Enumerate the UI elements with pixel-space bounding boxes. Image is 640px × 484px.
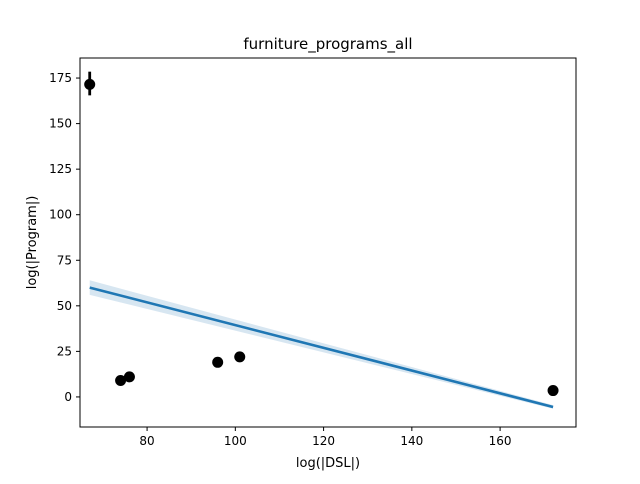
y-tick-label: 50 [57, 299, 72, 313]
y-tick-label: 125 [49, 162, 72, 176]
data-point-6 [547, 385, 559, 397]
y-axis-ticks: 0 25 50 75 100 125 150 175 [49, 71, 80, 404]
data-point-2 [115, 375, 127, 387]
data-points-layer [84, 71, 559, 397]
data-point-3 [123, 371, 135, 383]
x-axis-label: log(|DSL|) [296, 456, 360, 471]
y-tick-label: 25 [57, 344, 72, 358]
y-axis-label: log(|Program|) [25, 196, 40, 290]
x-tick-label: 100 [224, 434, 247, 448]
plot-frame [79, 57, 577, 428]
y-tick-label: 150 [49, 117, 72, 131]
x-tick-label: 140 [400, 434, 423, 448]
x-tick-label: 80 [139, 434, 154, 448]
y-tick-label: 100 [49, 208, 72, 222]
y-tick-label: 0 [64, 390, 72, 404]
y-tick-label: 175 [49, 71, 72, 85]
y-tick-label: 75 [57, 253, 72, 267]
x-axis-ticks: 80 100 120 140 160 [139, 427, 512, 448]
x-tick-label: 120 [312, 434, 335, 448]
chart-title: furniture_programs_all [243, 35, 412, 54]
regression-line [89, 286, 554, 409]
x-tick-label: 160 [489, 434, 512, 448]
data-point-1 [84, 78, 96, 90]
regression-line-layer [89, 286, 554, 409]
data-point-4 [212, 356, 224, 368]
data-point-5 [234, 351, 246, 363]
